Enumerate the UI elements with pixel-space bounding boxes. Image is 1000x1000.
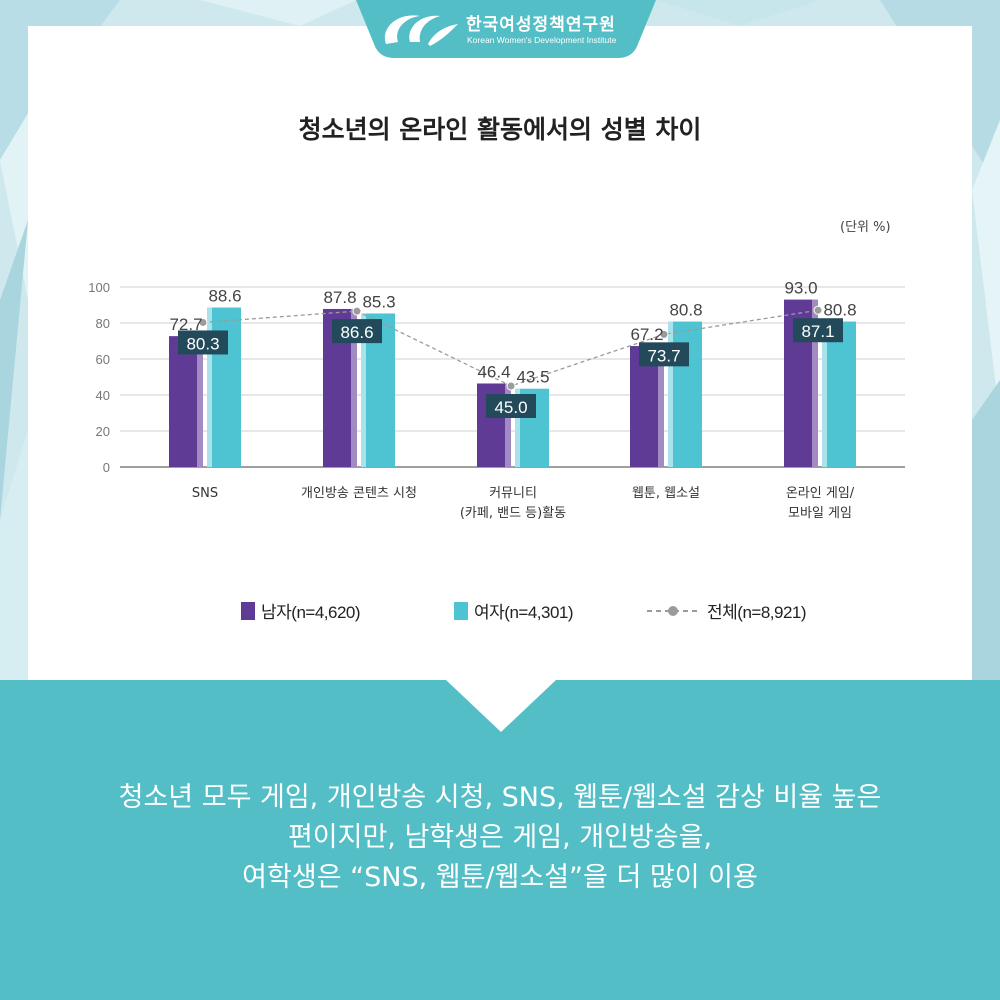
- data-label-female: 43.5: [516, 368, 549, 387]
- y-tick-label: 20: [96, 424, 110, 439]
- legend-swatch-male: [241, 601, 255, 620]
- data-label-male: 93.0: [784, 279, 817, 298]
- legend-item-total: 전체(n=8,921): [645, 598, 807, 623]
- speech-notch: [446, 680, 556, 732]
- category-label: SNS: [192, 486, 218, 501]
- unit-label: (단위 %): [840, 220, 891, 235]
- bar-female: [822, 321, 856, 467]
- y-tick-label: 100: [88, 280, 110, 295]
- data-label-total: 73.7: [647, 346, 680, 365]
- total-point: [813, 305, 823, 315]
- legend-label-female: 여자(n=4,301): [474, 603, 574, 622]
- summary-panel: [0, 680, 1000, 1000]
- data-label-total: 45.0: [494, 398, 527, 417]
- institute-name: 한국여성정책연구원: [466, 15, 616, 35]
- bar-female-highlight: [822, 321, 827, 467]
- total-label-box: [639, 342, 689, 367]
- data-label-male: 87.8: [323, 288, 356, 307]
- total-point: [506, 381, 516, 391]
- total-label-box: [178, 330, 228, 355]
- bar-female-highlight: [361, 313, 366, 467]
- data-label-total: 80.3: [186, 334, 219, 353]
- legend-item-female: 여자(n=4,301): [454, 598, 574, 623]
- total-point: [659, 329, 669, 339]
- data-label-female: 88.6: [208, 287, 241, 306]
- category-label: 개인방송 콘텐츠 시청: [301, 486, 417, 501]
- institute-name-en: Korean Women's Development Institute: [467, 35, 617, 45]
- total-label-box: [486, 394, 536, 418]
- summary-line-2: 편이지만, 남학생은 게임, 개인방송을,: [287, 822, 713, 853]
- bar-male-highlight: [197, 336, 203, 467]
- summary-line-3: 여학생은 “SNS, 웹툰/웹소설”을 더 많이 이용: [242, 862, 758, 893]
- summary-line-1: 청소년 모두 게임, 개인방송 시청, SNS, 웹툰/웹소설 감상 비율 높은: [118, 782, 882, 813]
- y-tick-label: 40: [96, 388, 110, 403]
- bar-male-highlight: [505, 383, 511, 467]
- data-label-male: 72.7: [169, 315, 202, 334]
- category-label: 웹툰, 웹소설: [632, 486, 700, 501]
- data-label-female: 80.8: [823, 301, 856, 320]
- total-label-box: [793, 318, 843, 343]
- legend-line-total: [647, 605, 699, 616]
- legend: 남자(n=4,620) 여자(n=4,301) 전체(n=8,921): [0, 598, 1000, 628]
- total-point: [198, 317, 208, 327]
- category-label: 커뮤니티: [489, 486, 537, 501]
- total-point: [352, 306, 362, 316]
- category-label: (카페, 밴드 등)활동: [460, 506, 566, 521]
- institute-logo-icon: [384, 15, 458, 46]
- bar-male-highlight: [812, 299, 818, 467]
- chart-title: 청소년의 온라인 활동에서의 성별 차이: [298, 115, 702, 144]
- bar-female-highlight: [515, 388, 520, 467]
- summary-text: 청소년 모두 게임, 개인방송 시청, SNS, 웹툰/웹소설 감상 비율 높은…: [0, 778, 1000, 898]
- y-tick-label: 60: [96, 352, 110, 367]
- bar-male-highlight: [658, 346, 664, 467]
- data-label-total: 86.6: [340, 323, 373, 342]
- bar-chart: 100 80 60 40 20 0 72.7 88.6 80.3 87.8 85.3 86.6 46.4…: [88, 279, 905, 521]
- data-label-female: 85.3: [362, 292, 395, 311]
- legend-label-total: 전체(n=8,921): [707, 603, 807, 622]
- bar-female-highlight: [668, 321, 673, 467]
- legend-label-male: 남자(n=4,620): [261, 603, 361, 622]
- data-label-male: 46.4: [477, 362, 510, 381]
- data-label-male: 67.2: [630, 325, 663, 344]
- bar-male-highlight: [351, 308, 357, 467]
- total-label-box: [332, 319, 382, 344]
- category-label: 온라인 게임/: [786, 486, 855, 501]
- legend-swatch-female: [454, 601, 468, 620]
- bar-female-highlight: [207, 307, 212, 467]
- legend-item-male: 남자(n=4,620): [241, 598, 361, 623]
- data-label-female: 80.8: [669, 301, 702, 320]
- data-label-total: 87.1: [801, 322, 834, 341]
- y-tick-label: 80: [96, 316, 110, 331]
- y-tick-label: 0: [103, 460, 110, 475]
- category-label: 모바일 게임: [788, 506, 852, 521]
